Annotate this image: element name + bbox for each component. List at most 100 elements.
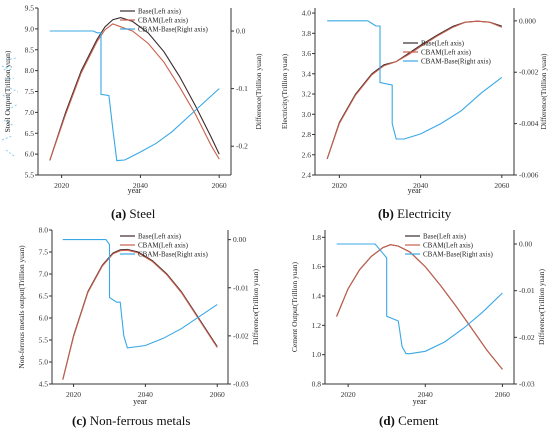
caption-text: Non-ferrous metals bbox=[86, 413, 191, 428]
caption-letter: (c) bbox=[72, 413, 87, 428]
scan-mark bbox=[3, 63, 11, 71]
series-line bbox=[336, 243, 503, 355]
legend-label: CBAM-Base(Right axis) bbox=[138, 251, 208, 259]
x-tick-label: 2020 bbox=[341, 390, 356, 399]
x-tick-label: 2040 bbox=[413, 181, 428, 190]
y-left-tick-label: 3.6 bbox=[302, 49, 312, 58]
y-right-tick-label: -0.01 bbox=[519, 286, 535, 295]
y-right-tick-label: 0.00 bbox=[233, 235, 246, 244]
panel-cement: 2020 2040 2060 0.8 1.0 1.2 1.4 1.6 1.8 0.00 -0.01 -… bbox=[290, 230, 546, 406]
legend-label: Base(Left axis) bbox=[138, 8, 182, 16]
y-left-tick-label: 4.0 bbox=[302, 9, 312, 18]
y-left-tick-label: 0.8 bbox=[312, 380, 322, 389]
y-left-axis-label: Cement Output(Trillion yuan) bbox=[290, 261, 299, 352]
y-left-tick-label: 5.5 bbox=[25, 171, 35, 180]
x-tick-label: 2020 bbox=[66, 390, 81, 399]
y-left-tick-label: 1.2 bbox=[312, 321, 322, 330]
y-right-tick-label: -0.02 bbox=[233, 331, 249, 340]
legend-label: CBAM(Left axis) bbox=[138, 17, 189, 25]
y-left-tick-label: 6.5 bbox=[39, 292, 49, 301]
x-axis-label: year bbox=[133, 397, 147, 406]
legend-label: CBAM(Left axis) bbox=[421, 49, 472, 57]
x-tick-label: 2020 bbox=[332, 181, 347, 190]
y-left-axis-label: Non-ferrous metals output(Trillion yuan) bbox=[17, 245, 26, 369]
y-left-tick-label: 6.0 bbox=[39, 314, 49, 323]
y-right-tick-label: 0.00 bbox=[519, 240, 532, 249]
caption-text: Steel bbox=[126, 206, 156, 221]
panel-steel: 2020 2040 2060 5.5 6.0 6.5 7.0 7.5 8.0 8.5 9.0 9.5 0… bbox=[3, 4, 263, 196]
caption-text: Electricity bbox=[393, 206, 452, 221]
series-line bbox=[327, 20, 503, 140]
y-left-tick-label: 2.6 bbox=[302, 150, 312, 159]
legend-label: Base(Left axis) bbox=[138, 233, 182, 241]
y-left-tick-label: 6.5 bbox=[25, 129, 35, 138]
y-right-tick-label: -0.03 bbox=[519, 380, 535, 389]
series-line bbox=[62, 239, 218, 349]
legend-label: CBAM(Left axis) bbox=[423, 242, 474, 250]
x-axis-label: year bbox=[128, 186, 142, 195]
series-line bbox=[326, 20, 503, 159]
x-tick-label: 2020 bbox=[54, 181, 69, 190]
series-line bbox=[49, 30, 220, 162]
x-axis-label: year bbox=[413, 397, 427, 406]
y-left-tick-label: 9.5 bbox=[25, 4, 35, 13]
series-line bbox=[326, 20, 502, 159]
y-right-tick-label: 0.0 bbox=[236, 27, 246, 36]
y-right-tick-label: -0.1 bbox=[236, 84, 248, 93]
series-line bbox=[336, 244, 503, 370]
y-left-tick-label: 9.0 bbox=[25, 24, 35, 33]
y-right-axis-label: Difference(Trillion yuan) bbox=[539, 53, 548, 130]
y-right-tick-label: -0.2 bbox=[236, 142, 248, 151]
y-right-axis-label: Difference(Trillion yuan) bbox=[251, 268, 260, 345]
x-tick-label: 2060 bbox=[212, 181, 227, 190]
scan-mark bbox=[9, 87, 19, 93]
series-line bbox=[62, 248, 218, 380]
x-tick-label: 2060 bbox=[495, 390, 510, 399]
caption-letter: (b) bbox=[378, 206, 394, 221]
y-left-tick-label: 2.4 bbox=[302, 171, 312, 180]
caption-steel: (a) Steel bbox=[111, 206, 155, 222]
y-right-tick-label: -0.03 bbox=[233, 380, 249, 389]
legend-label: Base(Left axis) bbox=[421, 40, 465, 48]
y-left-tick-label: 1.6 bbox=[312, 262, 322, 271]
x-tick-label: 2040 bbox=[138, 390, 153, 399]
y-left-tick-label: 7.0 bbox=[39, 270, 49, 279]
y-left-tick-label: 8.0 bbox=[25, 66, 35, 75]
x-axis-label: year bbox=[408, 186, 422, 195]
y-left-tick-label: 7.0 bbox=[25, 108, 35, 117]
y-left-axis-label: Electricity(Trillion yuan) bbox=[280, 53, 289, 129]
y-left-tick-label: 3.4 bbox=[302, 69, 312, 78]
y-right-axis-label: Difference(Trillion yuan) bbox=[537, 268, 546, 345]
x-tick-label: 2040 bbox=[133, 181, 148, 190]
series-line bbox=[336, 244, 503, 370]
scan-mark bbox=[1, 65, 13, 71]
series-line bbox=[62, 249, 218, 380]
y-right-tick-label: 0.000 bbox=[519, 16, 536, 25]
y-right-tick-label: -0.006 bbox=[519, 171, 539, 180]
y-left-tick-label: 2.8 bbox=[302, 130, 312, 139]
y-right-tick-label: -0.02 bbox=[519, 333, 535, 342]
legend-label: CBAM-Base(Right axis) bbox=[138, 26, 208, 34]
y-left-tick-label: 3.2 bbox=[302, 90, 312, 99]
legend-label: CBAM(Left axis) bbox=[138, 242, 189, 250]
y-left-tick-label: 7.5 bbox=[39, 248, 49, 257]
y-left-tick-label: 8.5 bbox=[25, 45, 35, 54]
caption-electricity: (b) Electricity bbox=[378, 206, 451, 222]
scan-mark bbox=[5, 149, 15, 157]
caption-non-ferrous-metals: (c) Non-ferrous metals bbox=[72, 413, 190, 429]
legend-label: CBAM-Base(Right axis) bbox=[421, 58, 491, 66]
panel-non-ferrous-metals: 2020 2040 2060 4.5 5.0 5.5 6.0 6.5 7.0 7.5 8.0 0.00… bbox=[17, 226, 260, 407]
y-left-tick-label: 5.5 bbox=[39, 336, 49, 345]
y-left-tick-label: 1.0 bbox=[312, 350, 322, 359]
scan-artifacts bbox=[1, 57, 19, 157]
caption-cement: (d) Cement bbox=[379, 413, 439, 429]
scan-mark bbox=[5, 57, 17, 61]
y-left-tick-label: 3.0 bbox=[302, 110, 312, 119]
y-right-tick-label: -0.01 bbox=[233, 283, 249, 292]
y-right-tick-label: -0.004 bbox=[519, 119, 539, 128]
scan-mark bbox=[3, 119, 15, 127]
scan-mark bbox=[2, 94, 11, 101]
y-left-tick-label: 5.0 bbox=[39, 358, 49, 367]
scan-mark bbox=[1, 135, 13, 141]
panel-electricity: 2020 2040 2060 2.4 2.6 2.8 3.0 3.2 3.4 3.6 3.8 4.0 0… bbox=[280, 8, 548, 195]
